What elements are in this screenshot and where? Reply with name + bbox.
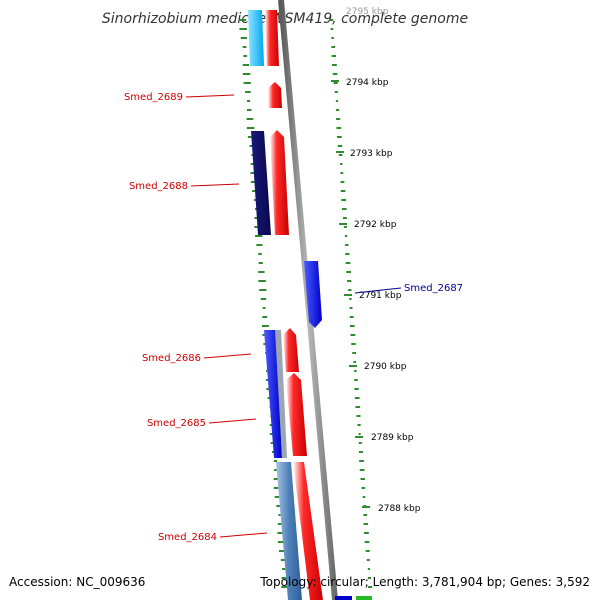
gene-feature-smed-2686 <box>283 328 299 372</box>
label-leader-line <box>219 532 268 538</box>
gene-feature-smed-2688 <box>270 130 289 235</box>
gene-label-smed-2684[interactable]: Smed_2684 <box>158 532 217 543</box>
accession-label: Accession: NC_009636 <box>9 575 146 589</box>
gene-feature <box>356 596 372 600</box>
tick-label-2792-kbp: 2792 kbp <box>354 220 397 230</box>
gene-label-smed-2689[interactable]: Smed_2689 <box>124 92 183 103</box>
tick-label-2790-kbp: 2790 kbp <box>364 362 407 372</box>
gene-feature <box>275 330 287 458</box>
tick-label-2793-kbp: 2793 kbp <box>350 149 393 159</box>
gene-feature-smed-2685 <box>286 373 307 456</box>
genome-summary-label: Topology: circular; Length: 3,781,904 bp… <box>260 575 590 589</box>
tick-label-2788-kbp: 2788 kbp <box>378 504 421 514</box>
tick-label-2791-kbp: 2791 kbp <box>359 291 402 301</box>
gene-label-smed-2686[interactable]: Smed_2686 <box>142 353 201 364</box>
gene-feature <box>251 131 271 235</box>
gene-feature <box>248 10 264 66</box>
gc-content-track-outer <box>329 19 373 588</box>
gene-feature-smed-2689 <box>268 82 282 108</box>
tick-label-2794-kbp: 2794 kbp <box>346 78 389 88</box>
label-leader-line <box>190 183 240 187</box>
gene-feature <box>293 462 323 600</box>
label-leader-line <box>208 418 257 424</box>
gene-feature <box>335 596 352 600</box>
gene-features <box>248 10 372 600</box>
tick-label-2795-kbp: 2795 kbp <box>346 7 389 17</box>
scale-track: 2795 kbp 2794 kbp 2793 kbp 2792 kbp 2791… <box>331 7 421 514</box>
gene-label-smed-2685[interactable]: Smed_2685 <box>147 418 206 429</box>
gene-feature-smed-2687 <box>304 261 322 328</box>
tick-label-2789-kbp: 2789 kbp <box>371 433 414 443</box>
gene-feature <box>265 10 279 66</box>
label-leader-line <box>185 94 235 98</box>
gene-label-smed-2688[interactable]: Smed_2688 <box>129 181 188 192</box>
label-leader-line <box>203 353 252 359</box>
gene-label-smed-2687[interactable]: Smed_2687 <box>404 283 463 294</box>
gene-feature-smed-2684 <box>276 462 302 600</box>
gene-labels: Smed_2689 Smed_2688 Smed_2687 Smed_2686 … <box>124 92 463 543</box>
label-leader-line <box>354 287 402 294</box>
